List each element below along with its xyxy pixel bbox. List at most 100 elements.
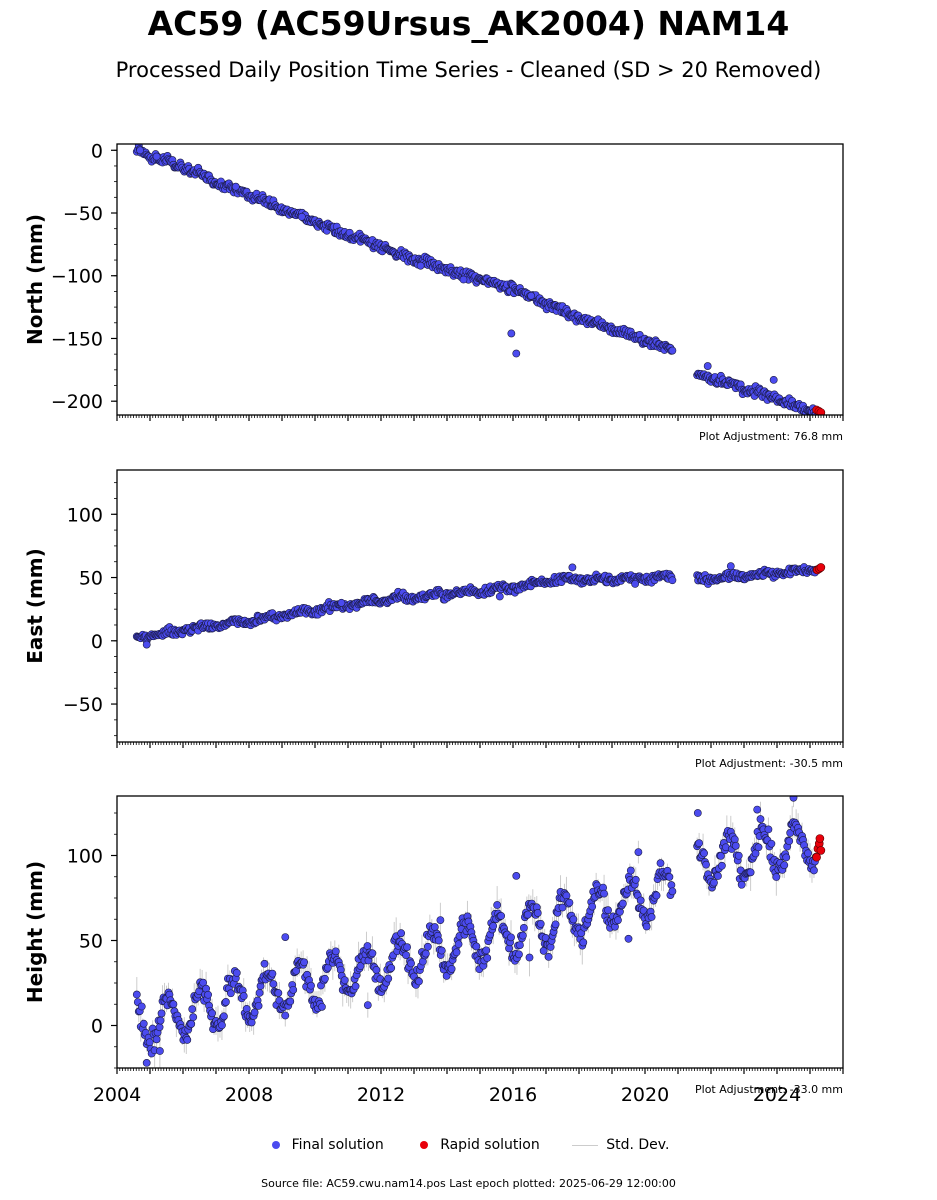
final-solution-point: [668, 576, 677, 585]
final-solution-point: [145, 1038, 154, 1047]
final-solution-point: [387, 964, 396, 972]
panel-2: 100 50 0 Height (mm) Plot Adjustment: -33.0 …: [23, 795, 844, 1096]
x-tick-label: 2024: [753, 1084, 801, 1106]
panel-2-data: [132, 796, 826, 1068]
plot-adjustment-label: Plot Adjustment: 76.8 mm: [699, 430, 843, 443]
final-solution-point: [397, 929, 406, 938]
panel-frame: [116, 469, 844, 743]
final-solution-point: [156, 1016, 165, 1025]
final-solution-point: [495, 592, 504, 601]
legend-sd-label: Std. Dev.: [606, 1137, 670, 1153]
final-solution-point: [142, 640, 151, 649]
final-solution-point: [232, 968, 241, 977]
plot-adjustment-label: Plot Adjustment: -33.0 mm: [695, 1083, 843, 1096]
final-solution-point: [403, 943, 411, 952]
rapid-solution-marker-icon: [420, 1141, 429, 1149]
final-solution-point: [665, 873, 674, 881]
final-solution-point: [281, 933, 290, 941]
final-solution-point: [268, 969, 277, 978]
final-solution-point: [756, 815, 765, 823]
final-solution-point: [634, 848, 643, 856]
final-solution-point: [604, 906, 612, 915]
final-solution-point: [152, 1035, 161, 1044]
final-solution-point: [810, 866, 818, 875]
final-solution-point: [493, 901, 502, 909]
final-solution-point: [631, 579, 639, 588]
final-solution-point: [785, 837, 794, 846]
chart-title: AC59 (AC59Ursus_AK2004) NAM14: [147, 4, 790, 43]
final-solution-point: [507, 933, 515, 942]
final-solution-point: [703, 362, 712, 370]
final-solution-point: [363, 1001, 372, 1009]
final-solution-point: [525, 953, 534, 962]
final-solution-point: [568, 563, 577, 572]
final-solution-point: [767, 839, 776, 848]
final-solution-point: [600, 889, 608, 898]
x-tick-label: 2016: [489, 1084, 537, 1106]
chart-subtitle: Processed Daily Position Time Series - C…: [115, 58, 822, 82]
final-solution-point: [746, 868, 755, 877]
y-tick-label: 50: [79, 568, 103, 590]
final-solution-point: [523, 910, 532, 919]
final-solution-point: [255, 988, 264, 997]
source-footer: Source file: AC59.cwu.nam14.pos Last epo…: [261, 1177, 676, 1190]
rapid-solution-point: [816, 563, 826, 572]
final-solution-point: [754, 843, 763, 852]
final-solution-point: [187, 1020, 196, 1028]
final-solution-point: [789, 796, 798, 802]
y-tick-label: 50: [79, 931, 103, 953]
x-tick-label: 2020: [621, 1084, 669, 1106]
final-solution-point: [753, 805, 762, 814]
final-solution-point: [668, 346, 677, 355]
final-solution-point: [320, 974, 329, 983]
final-solution-point: [297, 212, 306, 221]
final-solution-point: [483, 954, 492, 962]
final-solution-point: [569, 915, 578, 924]
final-solution-point: [434, 936, 443, 945]
final-solution-point: [447, 964, 456, 973]
final-solution-point: [459, 275, 468, 284]
final-solution-point: [188, 1005, 197, 1014]
final-solution-point: [804, 849, 812, 858]
final-solution-point: [415, 977, 423, 986]
x-tick-label: 2004: [93, 1084, 141, 1106]
final-solution-point: [695, 839, 704, 848]
final-solution-point: [384, 974, 393, 983]
y-tick-label: 0: [91, 631, 103, 653]
x-tick-label: 2012: [357, 1084, 405, 1106]
final-solution-point: [152, 152, 161, 161]
final-solution-point: [642, 922, 651, 931]
final-solution-point: [588, 902, 597, 911]
final-solution-point: [512, 349, 521, 358]
final-solution-point: [507, 329, 516, 338]
final-solution-point: [300, 958, 309, 967]
plot-adjustment-label: Plot Adjustment: -30.5 mm: [695, 757, 843, 770]
final-solution-point: [189, 1013, 198, 1022]
final-solution-point: [242, 1004, 251, 1013]
y-tick-label: −100: [51, 266, 103, 288]
final-solution-point: [430, 923, 439, 931]
final-solution-point: [516, 941, 524, 949]
final-solution-point: [286, 997, 295, 1006]
final-solution-point: [318, 1002, 326, 1011]
final-solution-point: [551, 920, 560, 929]
final-solution-point: [351, 982, 360, 991]
final-solution-point: [714, 872, 722, 880]
panel-1: 100 50 0 −50 East (mm) Plot Adjustment: -30.5…: [23, 469, 844, 770]
final-solution-point: [558, 903, 567, 912]
final-solution-point: [731, 841, 740, 850]
final-solution-point: [624, 934, 633, 943]
y-tick-label: −200: [51, 391, 103, 413]
panel-0-data: [132, 144, 826, 415]
final-solution-point: [183, 1036, 192, 1044]
final-solution-point: [220, 1012, 228, 1021]
final-solution-point: [340, 976, 349, 985]
final-solution-point: [136, 146, 144, 155]
final-solution-point: [307, 981, 315, 990]
final-solution-point: [717, 851, 725, 860]
final-solution-point: [519, 931, 527, 940]
final-solution-point: [626, 866, 635, 875]
rapid-solution-point: [815, 834, 825, 843]
final-solution-point: [512, 872, 521, 880]
